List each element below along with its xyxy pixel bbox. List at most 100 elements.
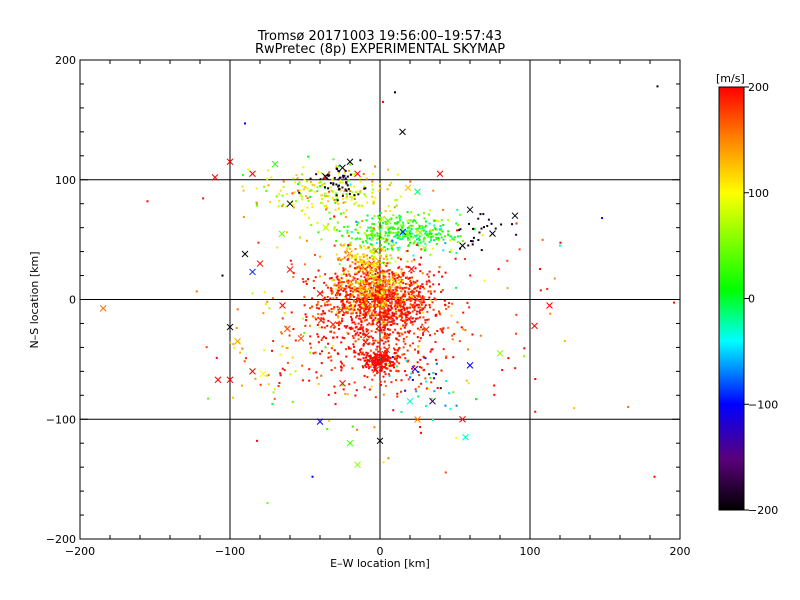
data-point bbox=[390, 257, 393, 260]
data-point bbox=[317, 231, 320, 234]
data-point bbox=[316, 186, 319, 189]
data-point bbox=[382, 286, 385, 289]
data-point bbox=[361, 297, 364, 300]
data-point bbox=[417, 385, 420, 388]
data-point bbox=[440, 236, 443, 239]
data-point bbox=[337, 316, 340, 319]
data-point bbox=[410, 271, 413, 274]
data-point bbox=[402, 346, 405, 349]
data-point bbox=[372, 305, 375, 308]
data-point bbox=[385, 363, 388, 366]
data-point bbox=[351, 335, 354, 338]
data-point bbox=[449, 407, 452, 410]
data-point bbox=[379, 383, 382, 386]
data-point bbox=[357, 296, 360, 299]
data-point bbox=[345, 294, 348, 297]
data-point-cross bbox=[346, 439, 354, 447]
data-point bbox=[368, 355, 371, 358]
data-point bbox=[381, 358, 384, 361]
data-point bbox=[347, 285, 350, 288]
data-point bbox=[421, 308, 424, 311]
data-point bbox=[373, 308, 376, 311]
data-point bbox=[343, 305, 346, 308]
data-point bbox=[385, 296, 388, 299]
data-point bbox=[371, 363, 374, 366]
data-point bbox=[394, 279, 397, 282]
data-point bbox=[392, 228, 395, 231]
data-point bbox=[242, 189, 245, 192]
data-point bbox=[382, 275, 385, 278]
data-point bbox=[377, 275, 380, 278]
data-point bbox=[359, 279, 362, 282]
data-point bbox=[363, 259, 366, 262]
data-point bbox=[328, 174, 331, 177]
data-point bbox=[330, 369, 333, 372]
data-point bbox=[362, 253, 365, 256]
data-point bbox=[320, 350, 323, 353]
data-point bbox=[326, 174, 329, 177]
data-point bbox=[377, 287, 380, 290]
data-point bbox=[413, 215, 416, 218]
data-point-cross bbox=[385, 284, 393, 292]
data-point bbox=[254, 377, 257, 380]
data-point bbox=[377, 363, 380, 366]
data-point bbox=[396, 277, 399, 280]
data-point bbox=[388, 278, 391, 281]
data-point bbox=[410, 211, 413, 214]
data-point bbox=[286, 361, 289, 364]
data-point bbox=[573, 407, 576, 410]
data-point bbox=[354, 248, 357, 251]
data-point bbox=[330, 189, 333, 192]
data-point bbox=[241, 173, 244, 176]
data-point bbox=[409, 280, 412, 283]
data-point bbox=[405, 322, 408, 325]
data-point bbox=[357, 352, 360, 355]
data-point bbox=[370, 277, 373, 280]
data-point bbox=[264, 303, 267, 306]
data-point bbox=[367, 276, 370, 279]
data-point bbox=[382, 100, 384, 103]
data-point bbox=[366, 338, 369, 341]
data-point bbox=[419, 337, 422, 340]
data-point bbox=[377, 214, 380, 217]
data-point bbox=[383, 309, 386, 312]
data-point bbox=[479, 334, 482, 337]
data-point bbox=[447, 218, 450, 221]
data-point bbox=[397, 286, 400, 289]
data-point bbox=[371, 217, 374, 220]
data-point bbox=[367, 287, 370, 290]
data-point bbox=[347, 306, 350, 309]
data-point bbox=[354, 238, 357, 241]
data-point bbox=[368, 234, 371, 237]
data-point bbox=[415, 390, 418, 393]
data-point bbox=[366, 214, 369, 217]
data-point bbox=[407, 311, 410, 314]
data-point bbox=[395, 312, 398, 315]
data-point bbox=[346, 225, 349, 228]
data-point bbox=[337, 207, 340, 210]
x-axis-label: E–W location [km] bbox=[330, 557, 430, 570]
data-point bbox=[534, 378, 537, 381]
data-point bbox=[468, 306, 471, 309]
data-point bbox=[388, 231, 391, 234]
data-point bbox=[357, 261, 360, 264]
data-point bbox=[359, 358, 362, 361]
data-point bbox=[341, 314, 344, 317]
data-point bbox=[390, 307, 393, 310]
data-point bbox=[376, 299, 379, 302]
data-point bbox=[375, 369, 378, 372]
data-point bbox=[387, 281, 390, 284]
data-point bbox=[352, 185, 355, 188]
data-point bbox=[348, 192, 351, 195]
data-point bbox=[447, 230, 450, 233]
data-point bbox=[283, 369, 286, 372]
data-point bbox=[358, 300, 361, 303]
data-point bbox=[394, 235, 397, 238]
data-point bbox=[351, 287, 354, 290]
data-point bbox=[291, 192, 294, 195]
data-point bbox=[407, 291, 410, 294]
data-point bbox=[418, 340, 421, 343]
x-tick-label: 0 bbox=[377, 545, 384, 558]
data-point bbox=[418, 239, 421, 242]
data-point bbox=[390, 231, 393, 234]
